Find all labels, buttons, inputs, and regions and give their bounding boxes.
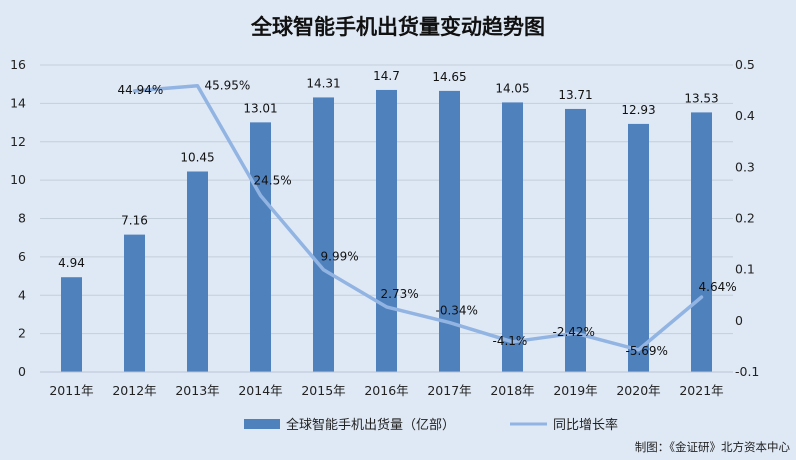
y-left-tick-label: 16 (10, 57, 26, 72)
x-tick-label: 2020年 (616, 383, 660, 398)
bar-data-label: 14.65 (432, 70, 466, 84)
y-left-tick-label: 0 (18, 364, 26, 379)
bar-data-label: 14.7 (373, 69, 400, 83)
x-tick-label: 2019年 (553, 383, 597, 398)
bar (628, 123, 649, 372)
line-point (449, 322, 450, 324)
bar-data-label: 7.16 (121, 214, 148, 228)
y-left-tick-label: 14 (10, 95, 26, 110)
legend-bar-swatch (244, 419, 280, 429)
y-right-tick-label: 0.4 (735, 108, 755, 123)
line-data-label: 24.5% (254, 173, 292, 187)
legend: 全球智能手机出货量（亿部） 同比增长率 (244, 417, 618, 433)
y-axis-right: -0.1 0 0.1 0.2 0.3 0.4 0.5 (735, 57, 759, 379)
bar-data-label: 12.93 (621, 103, 655, 117)
x-tick-label: 2021年 (679, 383, 723, 398)
line-data-label: -4.1% (493, 334, 528, 348)
line-data-label: -0.34% (436, 304, 478, 318)
x-tick-label: 2016年 (364, 383, 408, 398)
growth-rate-line (132, 83, 704, 352)
x-tick-label: 2013年 (175, 383, 219, 398)
line-point (134, 90, 135, 92)
line-point (197, 85, 198, 87)
bar (61, 277, 82, 372)
bar-data-label: 14.05 (495, 81, 529, 95)
legend-line-label: 同比增长率 (553, 417, 618, 433)
y-right-tick-label: 0.1 (735, 262, 755, 277)
bar-data-label: 13.53 (684, 91, 718, 105)
bar (187, 171, 208, 372)
x-tick-label: 2011年 (49, 383, 93, 398)
chart-title: 全球智能手机出货量变动趋势图 (250, 15, 545, 39)
y-right-tick-label: 0.3 (735, 159, 755, 174)
bar (439, 90, 460, 372)
bar-data-label: 13.01 (243, 101, 277, 115)
line-point (638, 349, 639, 351)
y-left-tick-label: 2 (18, 326, 26, 341)
y-right-tick-label: 0 (735, 313, 743, 328)
bar (565, 108, 586, 372)
line-point (323, 269, 324, 271)
bar (124, 234, 145, 372)
y-right-tick-label: 0.5 (735, 57, 755, 72)
bar (313, 97, 334, 372)
y-axis-left: 0 2 4 6 8 10 12 14 16 (10, 57, 26, 379)
bar-data-label: 10.45 (180, 150, 214, 164)
bar (250, 122, 271, 372)
line-point (512, 341, 513, 343)
line-point (386, 306, 387, 308)
y-left-tick-label: 12 (10, 134, 26, 149)
line-series: 44.94% 45.95% 24.5% 9.99% 2.73% -0.34% -4.1% -2… (118, 79, 737, 358)
line-data-label: 44.94% (118, 83, 164, 97)
line-data-label: 2.73% (381, 287, 419, 301)
bar (376, 89, 397, 372)
line-data-label: 9.99% (321, 250, 359, 264)
x-tick-label: 2012年 (112, 383, 156, 398)
bar (502, 102, 523, 373)
bar (691, 112, 712, 372)
line-data-label: 45.95% (205, 79, 251, 93)
x-tick-label: 2014年 (238, 383, 282, 398)
line-data-label: -2.42% (553, 325, 595, 339)
x-tick-label: 2015年 (301, 383, 345, 398)
y-left-tick-label: 6 (18, 249, 26, 264)
line-data-label: 4.64% (699, 280, 737, 294)
x-tick-label: 2018年 (490, 383, 534, 398)
y-right-tick-label: -0.1 (735, 364, 759, 379)
y-left-tick-label: 8 (18, 211, 26, 226)
line-point (575, 332, 576, 334)
chart-credit: 制图：《金证研》北方资本中心 (635, 440, 791, 454)
y-right-tick-label: 0.2 (735, 211, 755, 226)
x-axis: 2011年 2012年 2013年 2014年 2015年 2016年 2017年 2018年… (40, 371, 733, 398)
x-tick-label: 2017年 (427, 383, 471, 398)
line-data-label: -5.69% (626, 344, 668, 358)
y-left-tick-label: 10 (10, 172, 26, 187)
bar-data-label: 13.71 (558, 88, 592, 102)
y-left-tick-label: 4 (18, 287, 26, 302)
bar-series: 4.94 7.16 10.45 13.01 14.31 14.7 14.65 14.05 13.… (58, 69, 719, 373)
bar-data-label: 4.94 (58, 256, 85, 270)
bar-data-label: 14.31 (306, 76, 340, 90)
line-point (701, 296, 702, 298)
line-point (260, 194, 261, 196)
legend-bar-label: 全球智能手机出货量（亿部） (286, 417, 455, 433)
